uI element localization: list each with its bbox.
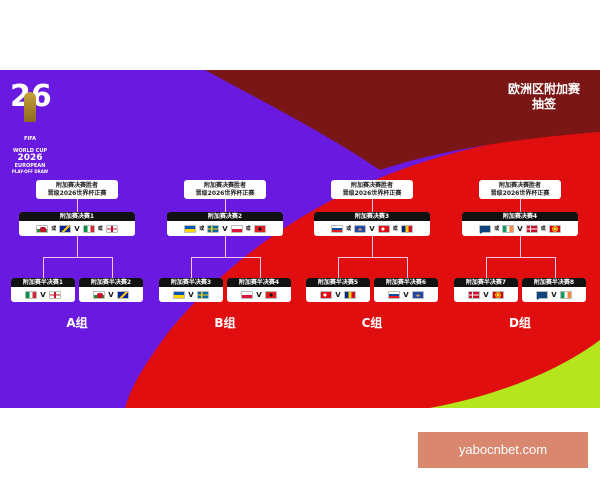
semifinal-title: 附加赛半决赛6 (374, 278, 438, 287)
final-title: 附加赛决赛1 (19, 212, 135, 221)
versus-label: V (369, 224, 375, 233)
final-title: 附加赛决赛2 (167, 212, 283, 221)
semifinal-match-card[interactable]: 附加赛半决赛8 V (522, 278, 586, 302)
wales-flag-icon (36, 224, 49, 233)
final-match-card[interactable]: 附加赛决赛4 或 V 或 (462, 212, 578, 236)
poland-flag-icon (230, 224, 243, 233)
semifinal-title: 附加赛半决赛5 (306, 278, 370, 287)
romania-flag-icon (343, 290, 356, 299)
page-title: 欧洲区附加赛 抽签 (507, 82, 580, 111)
or-separator: 或 (245, 226, 251, 232)
final-match-card[interactable]: 附加赛决赛1 或 V 或 (19, 212, 135, 236)
sweden-flag-icon (196, 290, 209, 299)
final-title: 附加赛决赛4 (462, 212, 578, 221)
watermark: yabocnbet.com (418, 432, 588, 468)
nmacedonia-flag-icon (548, 224, 561, 233)
poland-flag-icon (241, 290, 254, 299)
turkey-flag-icon (320, 290, 333, 299)
or-separator: 或 (51, 226, 57, 232)
czechia-flag-icon (479, 224, 492, 234)
versus-label: V (108, 290, 114, 299)
versus-label: V (483, 290, 489, 299)
maroon-shape (205, 70, 600, 170)
turkey-flag-icon (377, 224, 390, 233)
kosovo-flag-icon (411, 290, 424, 299)
final-match-card[interactable]: 附加赛决赛2 或 V 或 (167, 212, 283, 236)
semifinal-match-card[interactable]: 附加赛半决赛3 V (159, 278, 223, 302)
trophy-icon (24, 92, 36, 122)
winner-box: 附加赛决赛胜者 晋级2026世界杯正赛 (479, 180, 561, 199)
versus-label: V (551, 290, 557, 299)
versus-label: V (403, 290, 409, 299)
kosovo-flag-icon (354, 224, 367, 233)
lime-shape (430, 340, 600, 408)
ukraine-flag-icon (184, 224, 197, 233)
winner-box: 附加赛决赛胜者 晋级2026世界杯正赛 (36, 180, 118, 199)
ireland-flag-icon (559, 290, 572, 299)
final-title: 附加赛决赛3 (314, 212, 430, 221)
semifinal-title: 附加赛半决赛7 (454, 278, 518, 287)
semifinal-title: 附加赛半决赛8 (522, 278, 586, 287)
or-separator: 或 (346, 226, 352, 232)
playoff-draw-poster: 26 FIFA WORLD CUP 2026 EUROPEAN PLAY-OFF… (0, 70, 600, 408)
semifinal-title: 附加赛半决赛4 (227, 278, 291, 287)
versus-label: V (517, 224, 523, 233)
group-label: A组 (66, 316, 88, 330)
semifinal-title: 附加赛半决赛2 (79, 278, 143, 287)
italy-flag-icon (82, 224, 95, 233)
semifinal-match-card[interactable]: 附加赛半决赛4 V (227, 278, 291, 302)
nireland-flag-icon (105, 224, 118, 233)
versus-label: V (40, 290, 46, 299)
final-match-card[interactable]: 附加赛决赛3 或 V 或 (314, 212, 430, 236)
bosnia-flag-icon (116, 290, 129, 299)
versus-label: V (335, 290, 341, 299)
denmark-flag-icon (525, 224, 538, 233)
or-separator: 或 (540, 226, 546, 232)
group-label: C组 (361, 316, 383, 330)
czechia-flag-icon (536, 290, 549, 300)
sweden-flag-icon (207, 224, 220, 233)
denmark-flag-icon (468, 290, 481, 299)
group-label: D组 (509, 316, 531, 330)
slovakia-flag-icon (388, 290, 401, 299)
nmacedonia-flag-icon (491, 290, 504, 299)
semifinal-title: 附加赛半决赛3 (159, 278, 223, 287)
winner-box: 附加赛决赛胜者 晋级2026世界杯正赛 (184, 180, 266, 199)
semifinal-match-card[interactable]: 附加赛半决赛6 V (374, 278, 438, 302)
semifinal-match-card[interactable]: 附加赛半决赛5 V (306, 278, 370, 302)
winner-box: 附加赛决赛胜者 晋级2026世界杯正赛 (331, 180, 413, 199)
versus-label: V (256, 290, 262, 299)
slovakia-flag-icon (331, 224, 344, 233)
semifinal-match-card[interactable]: 附加赛半决赛2 V (79, 278, 143, 302)
or-separator: 或 (494, 226, 500, 232)
ukraine-flag-icon (173, 290, 186, 299)
romania-flag-icon (400, 224, 413, 233)
ireland-flag-icon (502, 224, 515, 233)
albania-flag-icon (264, 290, 277, 299)
background-shapes (125, 70, 600, 408)
versus-label: V (222, 224, 228, 233)
red-shape (125, 130, 600, 408)
or-separator: 或 (97, 226, 103, 232)
semifinal-match-card[interactable]: 附加赛半决赛7 V (454, 278, 518, 302)
nireland-flag-icon (48, 290, 61, 299)
semifinal-match-card[interactable]: 附加赛半决赛1 V (11, 278, 75, 302)
bosnia-flag-icon (59, 224, 72, 233)
versus-label: V (188, 290, 194, 299)
world-cup-2026-logo: 26 FIFA WORLD CUP 2026 EUROPEAN PLAY-OFF… (10, 82, 52, 175)
albania-flag-icon (253, 224, 266, 233)
versus-label: V (74, 224, 80, 233)
group-label: B组 (214, 316, 236, 330)
wales-flag-icon (93, 290, 106, 299)
or-separator: 或 (199, 226, 205, 232)
or-separator: 或 (392, 226, 398, 232)
italy-flag-icon (25, 290, 38, 299)
semifinal-title: 附加赛半决赛1 (11, 278, 75, 287)
